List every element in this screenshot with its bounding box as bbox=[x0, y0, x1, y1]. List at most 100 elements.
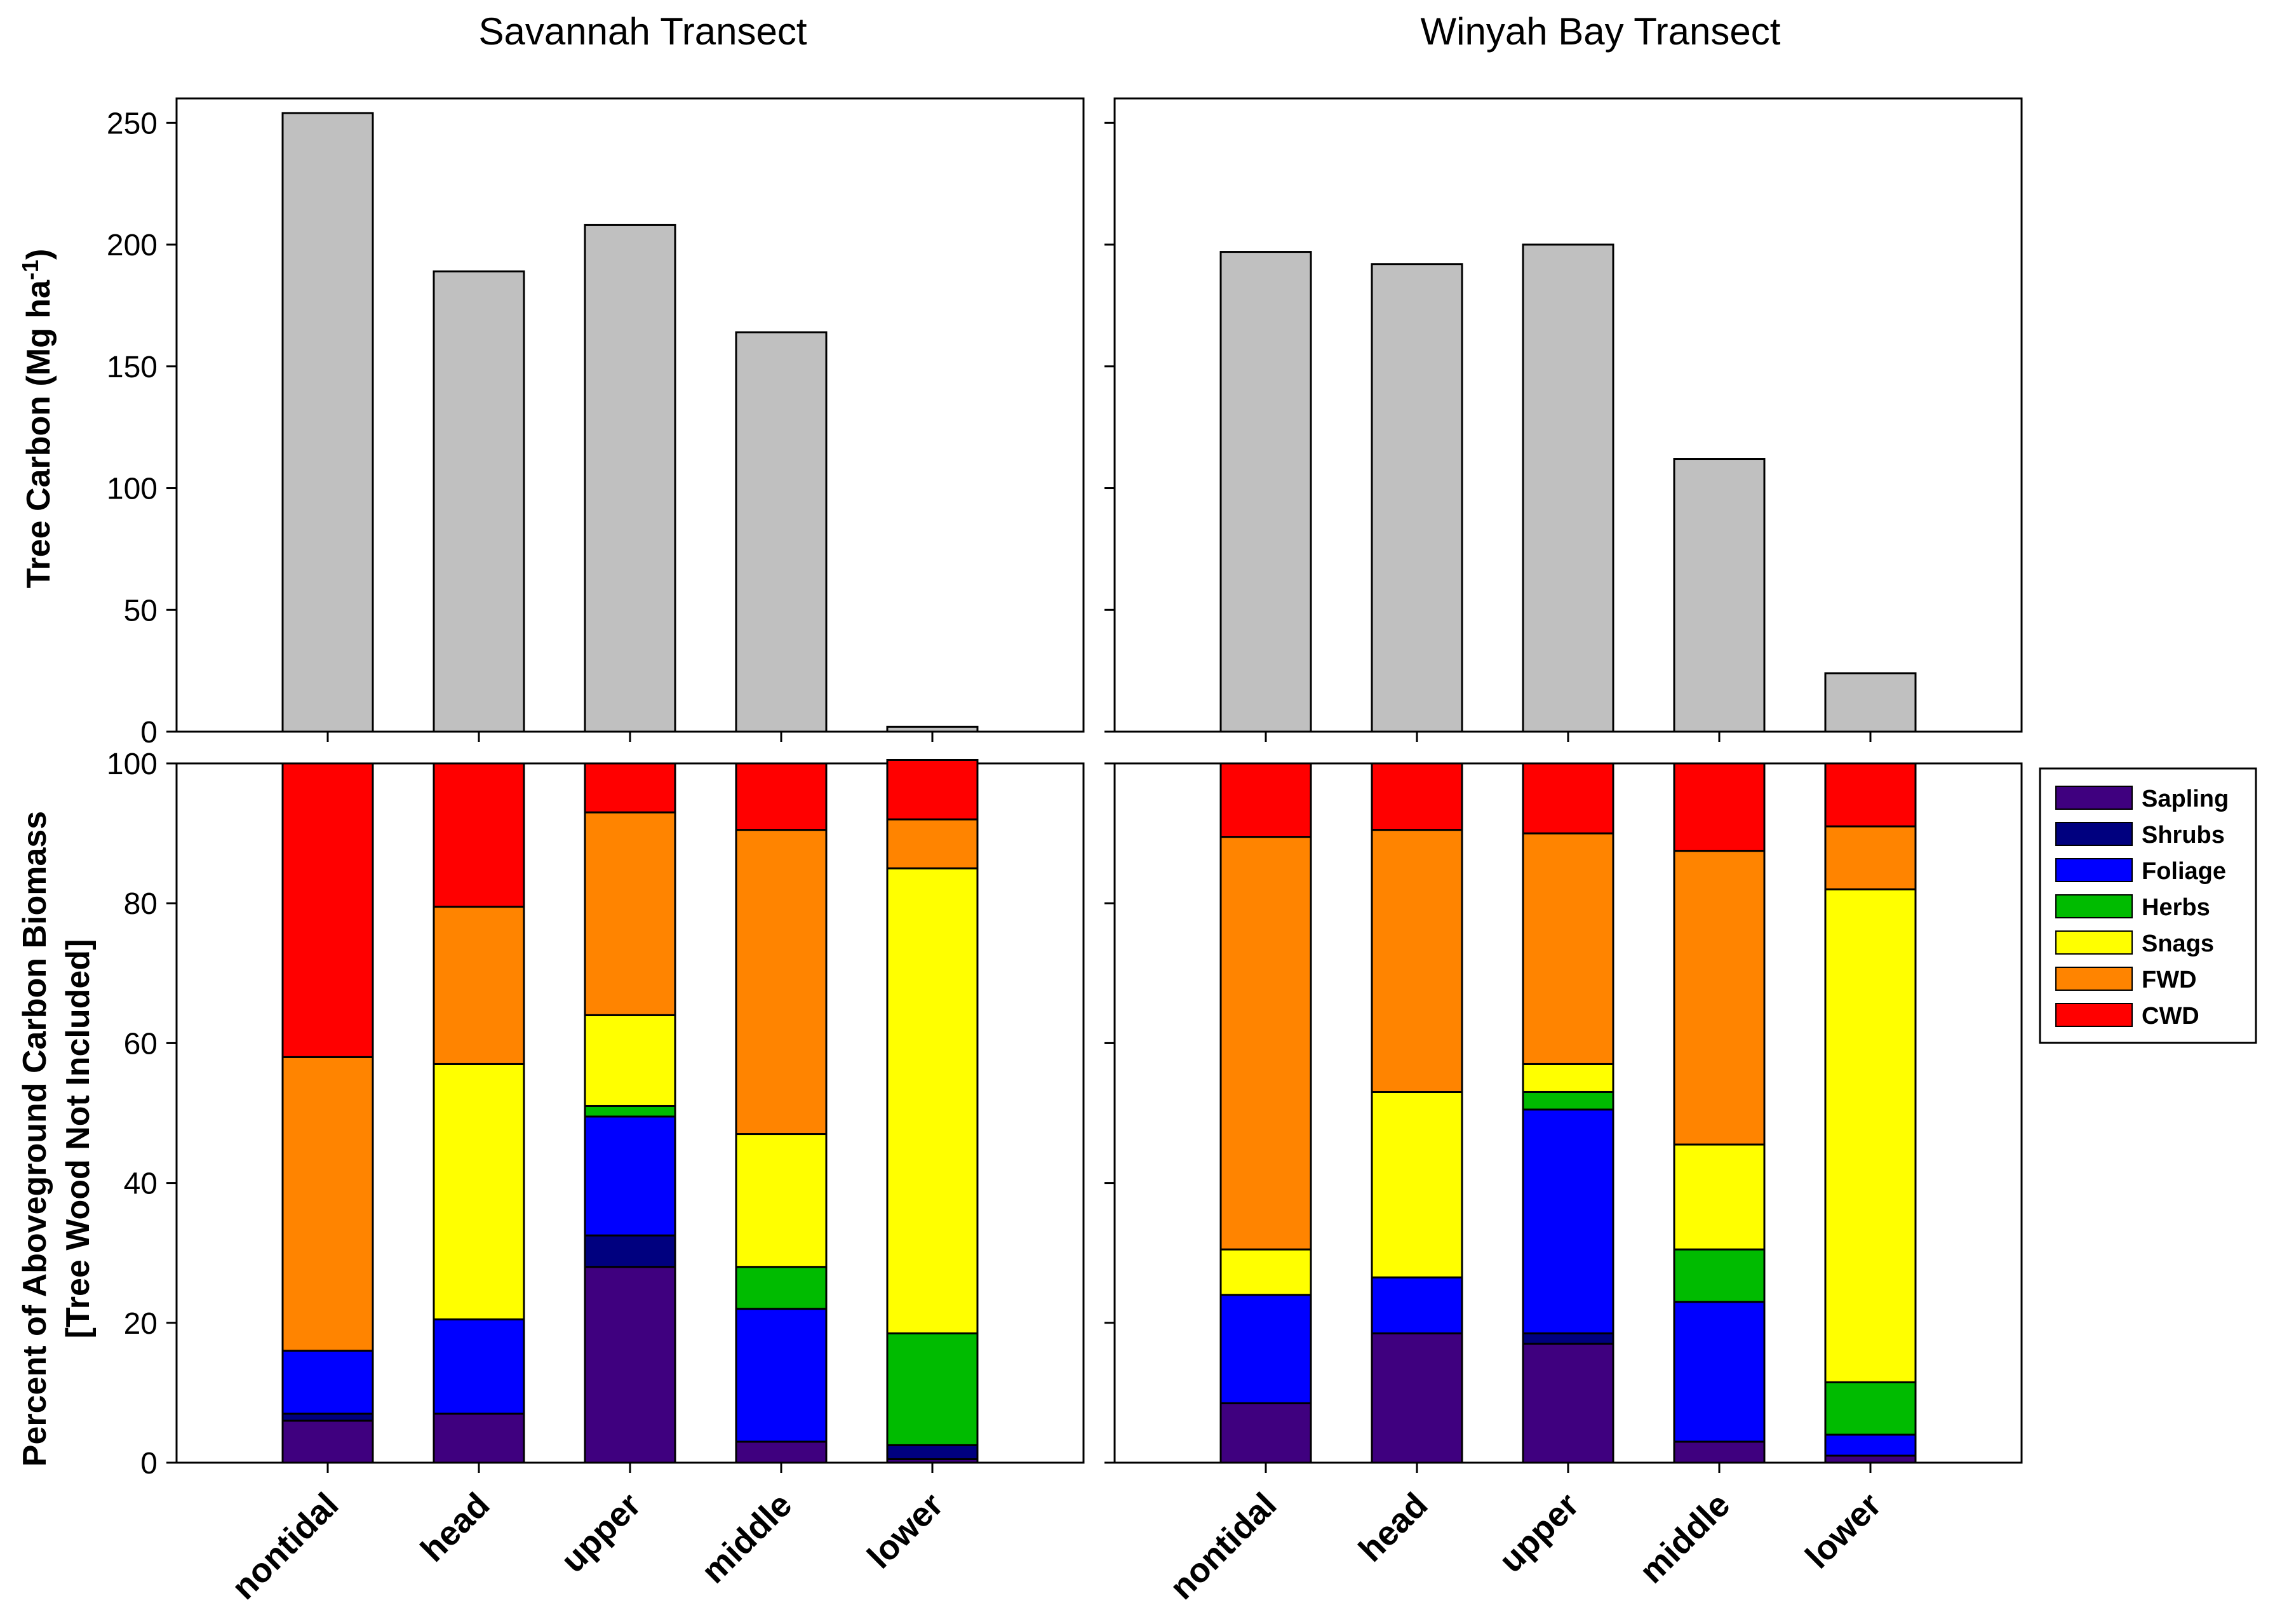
bar-upper-cwd bbox=[1522, 762, 1614, 835]
bar-middle bbox=[1673, 458, 1766, 733]
bar-middle-cwd bbox=[735, 762, 828, 831]
category-label-lower: lower bbox=[1798, 1486, 1888, 1576]
bar-nontidal-foliage bbox=[281, 1350, 374, 1415]
y-tick-label: 80 bbox=[124, 887, 158, 921]
bar-nontidal-foliage bbox=[1219, 1294, 1312, 1404]
legend-swatch-cwd bbox=[2055, 1003, 2133, 1027]
bar-nontidal-cwd bbox=[1219, 762, 1312, 838]
bar-nontidal-shrubs bbox=[281, 1413, 374, 1422]
category-label-upper: upper bbox=[1492, 1486, 1587, 1580]
y-tick-label: 0 bbox=[140, 716, 158, 749]
bar-nontidal-fwd bbox=[281, 1056, 374, 1352]
bar-nontidal bbox=[1219, 251, 1312, 733]
bar-middle-snags bbox=[735, 1133, 828, 1268]
bar-lower-herbs bbox=[886, 1332, 979, 1446]
bar-lower-snags bbox=[886, 867, 979, 1334]
bar-head-cwd bbox=[433, 762, 525, 908]
bar-middle-cwd bbox=[1673, 762, 1766, 852]
legend-label-snags: Snags bbox=[2142, 930, 2214, 957]
bar-upper-shrubs bbox=[1522, 1332, 1614, 1345]
bar-middle-herbs bbox=[1673, 1248, 1766, 1303]
bar-lower-fwd bbox=[886, 818, 979, 869]
y-axis-label-main: Tree Carbon (Mg ha bbox=[20, 279, 57, 588]
bar-lower-fwd bbox=[1824, 825, 1917, 890]
bar-middle-foliage bbox=[1673, 1301, 1766, 1443]
legend: Sapling Shrubs Foliage Herbs Snags FWD CWD bbox=[2039, 767, 2257, 1044]
bar-lower-snags bbox=[1824, 888, 1917, 1383]
panel-bottom-right: nontidal head upper middle lower bbox=[1104, 762, 2023, 1607]
bar-middle-snags bbox=[1673, 1143, 1766, 1251]
bar-head-snags bbox=[433, 1063, 525, 1320]
bar-upper-sapling bbox=[584, 1266, 676, 1464]
y-tick-label: 200 bbox=[107, 229, 158, 262]
bar-middle-fwd bbox=[735, 829, 828, 1136]
legend-swatch-snags bbox=[2055, 930, 2133, 955]
bar-upper bbox=[584, 224, 676, 733]
bar-head-cwd bbox=[1371, 762, 1463, 831]
bar-middle-foliage bbox=[735, 1308, 828, 1443]
bar-middle bbox=[735, 331, 828, 733]
bar-head-fwd bbox=[433, 906, 525, 1065]
y-axis-label-percent-sub: [Tree Wood Not Included] bbox=[60, 939, 97, 1339]
bar-lower-shrubs bbox=[886, 1444, 979, 1460]
bar-lower-foliage bbox=[1824, 1433, 1917, 1457]
legend-label-cwd: CWD bbox=[2142, 1003, 2199, 1030]
legend-swatch-shrubs bbox=[2055, 822, 2133, 846]
bar-upper-herbs bbox=[1522, 1090, 1614, 1111]
bar-upper-shrubs bbox=[584, 1234, 676, 1268]
y-tick-label: 100 bbox=[107, 748, 158, 781]
bar-upper-fwd bbox=[1522, 832, 1614, 1065]
category-label-head: head bbox=[413, 1486, 497, 1569]
bar-middle-fwd bbox=[1673, 850, 1766, 1146]
bar-lower-cwd bbox=[886, 758, 979, 821]
bar-head-foliage bbox=[433, 1318, 525, 1415]
bar-head bbox=[1371, 263, 1463, 733]
panel-top-right bbox=[1104, 97, 2023, 742]
legend-swatch-sapling bbox=[2055, 786, 2133, 810]
bar-nontidal-fwd bbox=[1219, 836, 1312, 1251]
bar-head-foliage bbox=[1371, 1276, 1463, 1334]
legend-swatch-fwd bbox=[2055, 967, 2133, 991]
y-axis-label-end: ) bbox=[20, 249, 57, 260]
bar-head-sapling bbox=[433, 1413, 525, 1464]
y-axis-label-sup: -1 bbox=[17, 260, 43, 280]
y-tick-label: 60 bbox=[124, 1027, 158, 1061]
panel-top-left: 0 50 100 150 200 250 bbox=[107, 97, 1085, 749]
title-savannah: Savannah Transect bbox=[478, 10, 807, 53]
legend-label-fwd: FWD bbox=[2142, 967, 2197, 993]
bar-upper-foliage bbox=[1522, 1108, 1614, 1334]
y-tick-label: 150 bbox=[107, 351, 158, 384]
category-label-upper: upper bbox=[554, 1486, 648, 1580]
y-tick-label: 20 bbox=[124, 1307, 158, 1341]
bar-nontidal-sapling bbox=[281, 1419, 374, 1464]
category-label-nontidal: nontidal bbox=[1163, 1486, 1284, 1607]
bar-upper-fwd bbox=[584, 811, 676, 1016]
y-axis-label-tree-carbon: Tree Carbon (Mg ha-1) bbox=[17, 249, 57, 589]
legend-swatch-herbs bbox=[2055, 894, 2133, 918]
bar-lower-sapling bbox=[1824, 1454, 1917, 1464]
bar-upper-foliage bbox=[584, 1115, 676, 1237]
bar-lower bbox=[886, 725, 979, 733]
y-tick-label: 250 bbox=[107, 107, 158, 140]
bar-upper-cwd bbox=[584, 762, 676, 814]
bar-nontidal-sapling bbox=[1219, 1402, 1312, 1464]
bar-upper-snags bbox=[1522, 1063, 1614, 1093]
bar-middle-sapling bbox=[1673, 1440, 1766, 1464]
bar-lower-herbs bbox=[1824, 1381, 1917, 1436]
bar-lower bbox=[1824, 672, 1917, 733]
bar-upper-herbs bbox=[584, 1104, 676, 1118]
category-label-lower: lower bbox=[860, 1486, 950, 1576]
bar-nontidal-snags bbox=[1219, 1248, 1312, 1296]
bar-middle-herbs bbox=[735, 1266, 828, 1310]
y-axis-label-percent: Percent of Aboveground Carbon Biomass bbox=[17, 811, 53, 1466]
legend-label-shrubs: Shrubs bbox=[2142, 822, 2225, 849]
category-label-nontidal: nontidal bbox=[225, 1486, 346, 1607]
bar-upper bbox=[1522, 243, 1614, 733]
bar-head-fwd bbox=[1371, 829, 1463, 1093]
legend-swatch-foliage bbox=[2055, 858, 2133, 882]
legend-label-herbs: Herbs bbox=[2142, 894, 2210, 921]
title-winyah: Winyah Bay Transect bbox=[1421, 10, 1781, 53]
bar-head-snags bbox=[1371, 1090, 1463, 1278]
bar-nontidal-cwd bbox=[281, 762, 374, 1058]
bar-upper-snags bbox=[584, 1014, 676, 1107]
